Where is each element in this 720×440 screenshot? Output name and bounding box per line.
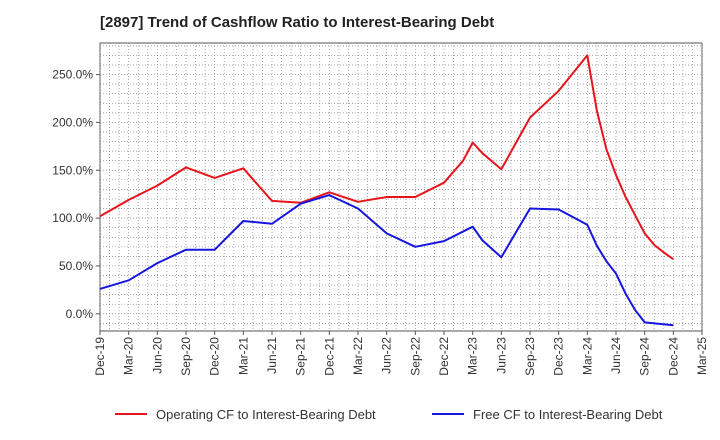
x-tick-label: Dec-21: [322, 337, 336, 376]
legend-label-1: Operating CF to Interest-Bearing Debt: [156, 407, 376, 422]
x-tick-label: Mar-24: [580, 337, 594, 375]
x-tick-label: Jun-21: [265, 337, 279, 374]
x-tick-label: Sep-22: [408, 337, 422, 376]
y-tick-label: 250.0%: [52, 68, 93, 82]
series-line-1: [99, 54, 674, 261]
y-tick-label: 0.0%: [66, 307, 94, 321]
x-tick-label: Mar-21: [236, 337, 250, 375]
x-tick-label: Sep-20: [179, 337, 193, 376]
y-tick-label: 150.0%: [52, 163, 93, 177]
chart-title: [2897] Trend of Cashflow Ratio to Intere…: [100, 14, 495, 31]
plot-area: [99, 42, 703, 332]
x-tick-label: Sep-21: [294, 337, 308, 376]
x-tick-label: Dec-22: [437, 337, 451, 376]
x-tick-label: Jun-20: [150, 337, 164, 374]
y-tick-label: 200.0%: [52, 115, 93, 129]
x-tick-label: Mar-22: [351, 337, 365, 375]
x-tick-label: Mar-25: [695, 337, 709, 375]
x-tick-label: Dec-23: [552, 337, 566, 376]
y-tick-label: 100.0%: [52, 211, 93, 225]
x-tick-label: Jun-23: [494, 337, 508, 374]
series-line-2: [99, 194, 674, 327]
x-tick-label: Dec-24: [666, 337, 680, 376]
x-tick-label: Jun-24: [609, 337, 623, 374]
x-tick-label: Sep-24: [638, 337, 652, 376]
y-tick-label: 50.0%: [59, 259, 93, 273]
x-tick-label: Dec-20: [208, 337, 222, 376]
x-tick-label: Dec-19: [93, 337, 107, 376]
x-tick-label: Sep-23: [523, 337, 537, 376]
x-tick-label: Mar-20: [122, 337, 136, 375]
x-tick-label: Jun-22: [380, 337, 394, 374]
x-tick-label: Mar-23: [466, 337, 480, 375]
legend-label-2: Free CF to Interest-Bearing Debt: [473, 407, 663, 422]
